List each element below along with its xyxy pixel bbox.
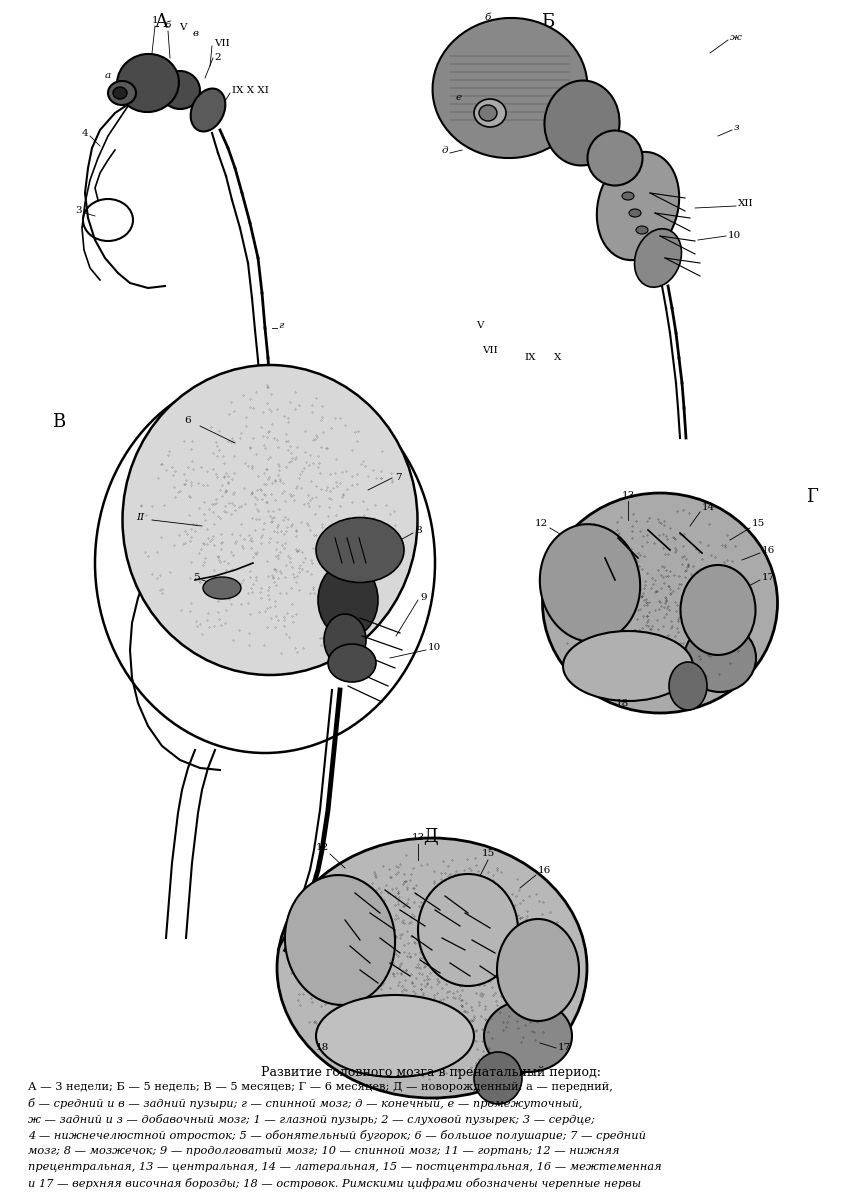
Text: VII: VII (214, 40, 230, 48)
Text: е: е (455, 93, 461, 102)
Text: 12: 12 (315, 843, 328, 852)
Text: прецентральная, 13 — центральная, 14 — латеральная, 15 — постцентральная, 16 — м: прецентральная, 13 — центральная, 14 — л… (28, 1162, 661, 1172)
Text: 5: 5 (193, 573, 200, 582)
Text: 3: 3 (75, 206, 82, 214)
Text: А — 3 недели; Б — 5 недель; В — 5 месяцев; Г — 6 месяцев; Д — новорожденный: а —: А — 3 недели; Б — 5 недель; В — 5 месяце… (28, 1082, 612, 1093)
Ellipse shape (497, 919, 579, 1021)
Text: 10: 10 (428, 643, 441, 652)
Ellipse shape (539, 525, 640, 642)
Text: X: X (554, 353, 561, 362)
Text: ж — задний и з — добавочный мозг; 1 — глазной пузырь; 2 — слуховой пузырек; 3 — : ж — задний и з — добавочный мозг; 1 — гл… (28, 1114, 594, 1125)
Text: Развитие головного мозга в пренатальный период:: Развитие головного мозга в пренатальный … (261, 1066, 600, 1079)
Text: 6: 6 (184, 416, 191, 425)
Text: б: б (164, 22, 171, 30)
Text: В: В (52, 413, 65, 431)
Text: мозг; 8 — мозжечок; 9 — продолговатый мозг; 10 — спинной мозг; 11 — гортань; 12 : мозг; 8 — мозжечок; 9 — продолговатый мо… (28, 1146, 619, 1156)
Text: 14: 14 (701, 503, 715, 512)
Ellipse shape (587, 131, 641, 186)
Ellipse shape (544, 80, 619, 165)
Ellipse shape (679, 565, 754, 655)
Ellipse shape (117, 54, 179, 113)
Ellipse shape (479, 105, 497, 121)
Text: 18: 18 (615, 698, 628, 708)
Ellipse shape (432, 18, 586, 158)
Text: 4 — нижнечелюстной отросток; 5 — обонятельный бугорок; 6 — большое полушарие; 7 : 4 — нижнечелюстной отросток; 5 — обоняте… (28, 1130, 645, 1140)
Text: 13: 13 (621, 491, 634, 500)
Ellipse shape (596, 152, 678, 260)
Text: 7: 7 (394, 473, 401, 482)
Text: б — средний и в — задний пузыри; г — спинной мозг; д — конечный, е — промежуточн: б — средний и в — задний пузыри; г — спи… (28, 1099, 582, 1109)
Ellipse shape (108, 81, 136, 105)
Text: 11: 11 (328, 946, 341, 955)
Ellipse shape (328, 645, 375, 682)
Text: 10: 10 (728, 231, 740, 240)
Text: 1: 1 (152, 16, 158, 25)
Ellipse shape (474, 1052, 522, 1105)
Ellipse shape (113, 87, 127, 99)
Text: 2: 2 (214, 53, 220, 62)
Ellipse shape (318, 563, 378, 637)
Ellipse shape (629, 208, 641, 217)
Ellipse shape (483, 1000, 572, 1072)
Text: и 17 — верхняя височная борозды; 18 — островок. Римскими цифрами обозначены чере: и 17 — верхняя височная борозды; 18 — ос… (28, 1178, 641, 1190)
Ellipse shape (122, 365, 417, 674)
Ellipse shape (276, 837, 586, 1099)
Ellipse shape (285, 875, 394, 1005)
Text: 17: 17 (761, 573, 774, 582)
Ellipse shape (635, 226, 647, 234)
Text: 18: 18 (315, 1043, 328, 1052)
Text: з: з (734, 123, 739, 132)
Ellipse shape (160, 71, 200, 109)
Text: VII: VII (481, 346, 498, 355)
Text: б: б (484, 13, 491, 22)
Ellipse shape (316, 518, 404, 582)
Text: 8: 8 (414, 526, 421, 536)
Text: 13: 13 (411, 833, 424, 842)
Text: 17: 17 (557, 1043, 571, 1052)
Ellipse shape (202, 577, 241, 599)
Ellipse shape (316, 996, 474, 1077)
Ellipse shape (474, 99, 505, 127)
Text: Д: Д (422, 828, 437, 846)
Text: 9: 9 (419, 593, 426, 603)
Ellipse shape (684, 624, 755, 692)
Text: А: А (155, 13, 169, 31)
Text: 16: 16 (761, 546, 774, 555)
Ellipse shape (634, 229, 681, 288)
Ellipse shape (562, 631, 692, 701)
Text: д: д (441, 146, 448, 155)
Text: Г: Г (805, 488, 817, 506)
Text: ж: ж (729, 34, 740, 42)
Text: X: X (328, 928, 335, 938)
Text: 15: 15 (751, 519, 765, 528)
Text: 4: 4 (81, 129, 88, 138)
Text: IX X XI: IX X XI (232, 86, 269, 95)
Text: IX: IX (523, 353, 536, 362)
Text: а: а (105, 71, 111, 80)
Text: XII: XII (737, 199, 753, 208)
Text: 16: 16 (537, 866, 551, 875)
Ellipse shape (668, 662, 706, 710)
Text: 12: 12 (534, 519, 548, 528)
Text: г: г (278, 321, 283, 329)
Text: II: II (136, 513, 144, 522)
Text: V: V (179, 23, 187, 32)
Ellipse shape (418, 875, 517, 986)
Text: 15: 15 (480, 849, 494, 858)
Ellipse shape (324, 615, 366, 666)
Ellipse shape (190, 89, 225, 132)
Text: V: V (475, 321, 483, 329)
Text: Б: Б (541, 13, 554, 31)
Ellipse shape (622, 192, 633, 200)
Text: в: в (193, 29, 199, 38)
Ellipse shape (542, 494, 777, 713)
